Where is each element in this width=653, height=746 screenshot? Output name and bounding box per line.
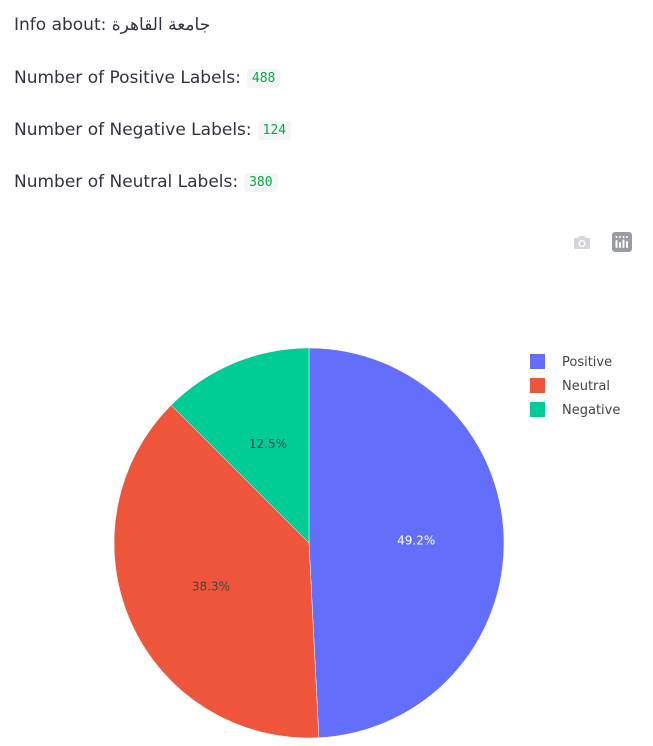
pie-slice-negative[interactable] bbox=[170, 347, 310, 544]
negative-count-value: 124 bbox=[257, 121, 292, 140]
legend-label-neutral[interactable]: Neutral bbox=[562, 379, 610, 394]
pie-slice-labels: 49.2% 38.3% 12.5% bbox=[192, 437, 435, 594]
negative-count-row: Number of Negative Labels: 124 bbox=[14, 120, 292, 141]
legend-swatch-positive[interactable] bbox=[530, 354, 545, 369]
negative-count-label: Number of Negative Labels: bbox=[14, 120, 252, 140]
slice-label-positive: 49.2% bbox=[397, 533, 435, 547]
neutral-count-row: Number of Neutral Labels: 380 bbox=[14, 172, 278, 193]
pie-slice-positive[interactable] bbox=[308, 347, 505, 739]
plotly-logo-icon[interactable] bbox=[611, 232, 633, 252]
legend-label-positive[interactable]: Positive bbox=[562, 355, 612, 370]
pie-slice-neutral[interactable] bbox=[113, 404, 320, 739]
slice-label-neutral: 38.3% bbox=[192, 580, 230, 594]
info-prefix: Info about: bbox=[14, 15, 107, 35]
legend-swatch-neutral[interactable] bbox=[530, 378, 545, 393]
pie-slices bbox=[113, 347, 505, 739]
legend-label-negative[interactable]: Negative bbox=[562, 403, 620, 418]
university-name: جامعة القاهرة bbox=[111, 15, 211, 35]
chart-modebar bbox=[571, 232, 633, 252]
positive-count-label: Number of Positive Labels: bbox=[14, 68, 241, 88]
slice-label-negative: 12.5% bbox=[249, 437, 287, 451]
chart-legend: Positive Neutral Negative bbox=[530, 354, 620, 418]
camera-icon[interactable] bbox=[571, 232, 593, 252]
positive-count-value: 488 bbox=[246, 69, 281, 88]
neutral-count-label: Number of Neutral Labels: bbox=[14, 172, 239, 192]
positive-count-row: Number of Positive Labels: 488 bbox=[14, 68, 281, 89]
neutral-count-value: 380 bbox=[244, 173, 278, 192]
info-heading: Info about: جامعة القاهرة bbox=[14, 15, 210, 35]
legend-swatch-negative[interactable] bbox=[530, 402, 545, 417]
